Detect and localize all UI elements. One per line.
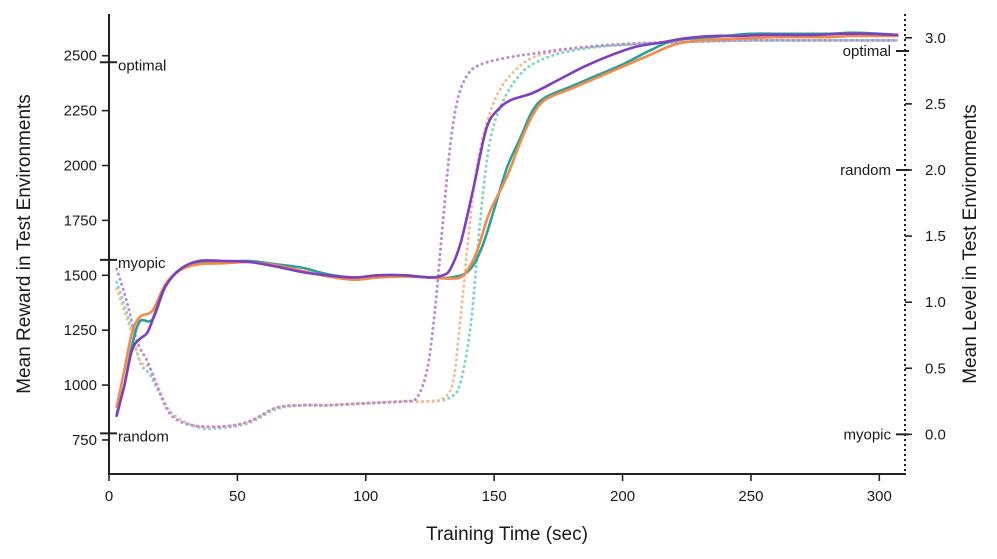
series-line-teal-reward (115, 31, 899, 415)
right-ref-label-optimal: optimal (843, 43, 891, 60)
right-y-tick-label: 2.0 (925, 162, 946, 179)
left-y-tick-label: 750 (72, 432, 97, 449)
left-ref-label-myopic: myopic (118, 255, 166, 272)
left-y-axis-title: Mean Reward in Test Environments (14, 94, 35, 394)
series-line-teal-level (115, 38, 899, 431)
series-line-purple-level (115, 38, 899, 429)
series-line-orange-reward (115, 34, 899, 409)
left-y-tick-label: 1750 (64, 212, 97, 229)
series-line-purple-reward (115, 32, 899, 418)
series-line-orange-level (115, 38, 899, 429)
x-tick-label: 0 (105, 488, 113, 505)
right-y-tick-label: 0.5 (925, 360, 946, 377)
left-y-tick-label: 1000 (64, 377, 97, 394)
x-tick-label: 300 (867, 488, 892, 505)
left-y-tick-label: 2500 (64, 48, 97, 65)
right-y-tick-label: 2.5 (925, 96, 946, 113)
x-tick-label: 100 (353, 488, 378, 505)
left-ref-label-random: random (118, 428, 169, 445)
series-layer (115, 31, 899, 431)
left-y-tick-label: 1500 (64, 267, 97, 284)
left-ref-label-optimal: optimal (118, 57, 166, 74)
right-y-tick-label: 0.0 (925, 426, 946, 443)
x-tick-label: 150 (482, 488, 507, 505)
right-ref-label-random: random (840, 162, 891, 179)
x-tick-label: 250 (738, 488, 763, 505)
right-y-tick-label: 1.0 (925, 294, 946, 311)
axes-layer: 0 50 100 150 200 250 300 750 1000 1250 1500 1750 200… (14, 14, 981, 545)
x-axis-title: Training Time (sec) (426, 524, 588, 545)
left-y-tick-label: 2250 (64, 103, 97, 120)
right-y-tick-label: 1.5 (925, 228, 946, 245)
x-tick-label: 200 (610, 488, 635, 505)
left-y-tick-label: 1250 (64, 322, 97, 339)
left-y-tick-label: 2000 (64, 158, 97, 175)
x-tick-label: 50 (229, 488, 246, 505)
right-y-axis-title: Mean Level in Test Environments (960, 104, 981, 384)
right-y-tick-label: 3.0 (925, 30, 946, 47)
right-ref-label-myopic: myopic (843, 426, 891, 443)
